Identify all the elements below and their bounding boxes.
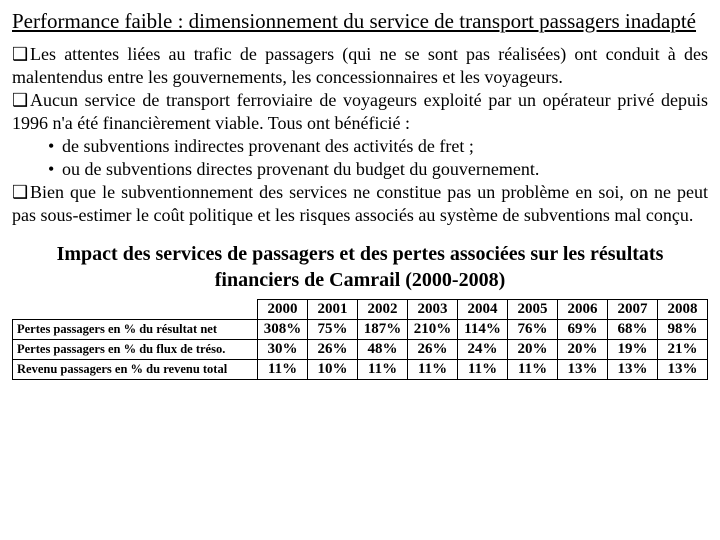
cell: 11% (408, 360, 458, 380)
table-row: Pertes passagers en % du flux de tréso. … (13, 340, 708, 360)
year-header: 2000 (258, 300, 308, 320)
cell: 308% (258, 320, 308, 340)
square-bullet-icon: ❑ (12, 89, 26, 112)
cell: 26% (408, 340, 458, 360)
row-label: Pertes passagers en % du résultat net (13, 320, 258, 340)
cell: 11% (508, 360, 558, 380)
cell: 98% (658, 320, 708, 340)
cell: 13% (658, 360, 708, 380)
table-header-row: 2000 2001 2002 2003 2004 2005 2006 2007 … (13, 300, 708, 320)
bullet-1-text: Les attentes liées au trafic de passager… (12, 44, 708, 87)
square-bullet-icon: ❑ (12, 181, 26, 204)
dot-bullet-icon: • (48, 158, 58, 181)
year-header: 2003 (408, 300, 458, 320)
cell: 69% (558, 320, 608, 340)
year-header: 2006 (558, 300, 608, 320)
cell: 68% (608, 320, 658, 340)
year-header: 2005 (508, 300, 558, 320)
cell: 19% (608, 340, 658, 360)
year-header: 2008 (658, 300, 708, 320)
row-label: Revenu passagers en % du revenu total (13, 360, 258, 380)
page-title: Performance faible : dimensionnement du … (12, 8, 708, 35)
cell: 11% (258, 360, 308, 380)
year-header: 2002 (358, 300, 408, 320)
cell: 210% (408, 320, 458, 340)
bullet-2-sub-1: de subventions indirectes provenant des … (62, 136, 474, 156)
cell: 30% (258, 340, 308, 360)
cell: 24% (458, 340, 508, 360)
cell: 48% (358, 340, 408, 360)
cell: 20% (508, 340, 558, 360)
table-row: Revenu passagers en % du revenu total 11… (13, 360, 708, 380)
year-header: 2007 (608, 300, 658, 320)
blank-header (13, 300, 258, 320)
row-label: Pertes passagers en % du flux de tréso. (13, 340, 258, 360)
square-bullet-icon: ❑ (12, 43, 26, 66)
cell: 13% (558, 360, 608, 380)
year-header: 2001 (308, 300, 358, 320)
body-text: ❑Les attentes liées au trafic de passage… (12, 43, 708, 227)
bullet-2-sub-2: ou de subventions directes provenant du … (62, 159, 539, 179)
dot-bullet-icon: • (48, 135, 58, 158)
cell: 76% (508, 320, 558, 340)
data-table: 2000 2001 2002 2003 2004 2005 2006 2007 … (12, 299, 708, 380)
cell: 10% (308, 360, 358, 380)
table-row: Pertes passagers en % du résultat net 30… (13, 320, 708, 340)
cell: 20% (558, 340, 608, 360)
cell: 13% (608, 360, 658, 380)
bullet-2-text: Aucun service de transport ferroviaire d… (12, 90, 708, 133)
cell: 75% (308, 320, 358, 340)
cell: 26% (308, 340, 358, 360)
year-header: 2004 (458, 300, 508, 320)
section-title: Impact des services de passagers et des … (12, 241, 708, 293)
cell: 21% (658, 340, 708, 360)
cell: 11% (458, 360, 508, 380)
cell: 11% (358, 360, 408, 380)
cell: 187% (358, 320, 408, 340)
bullet-3-text: Bien que le subventionnement des service… (12, 182, 708, 225)
cell: 114% (458, 320, 508, 340)
